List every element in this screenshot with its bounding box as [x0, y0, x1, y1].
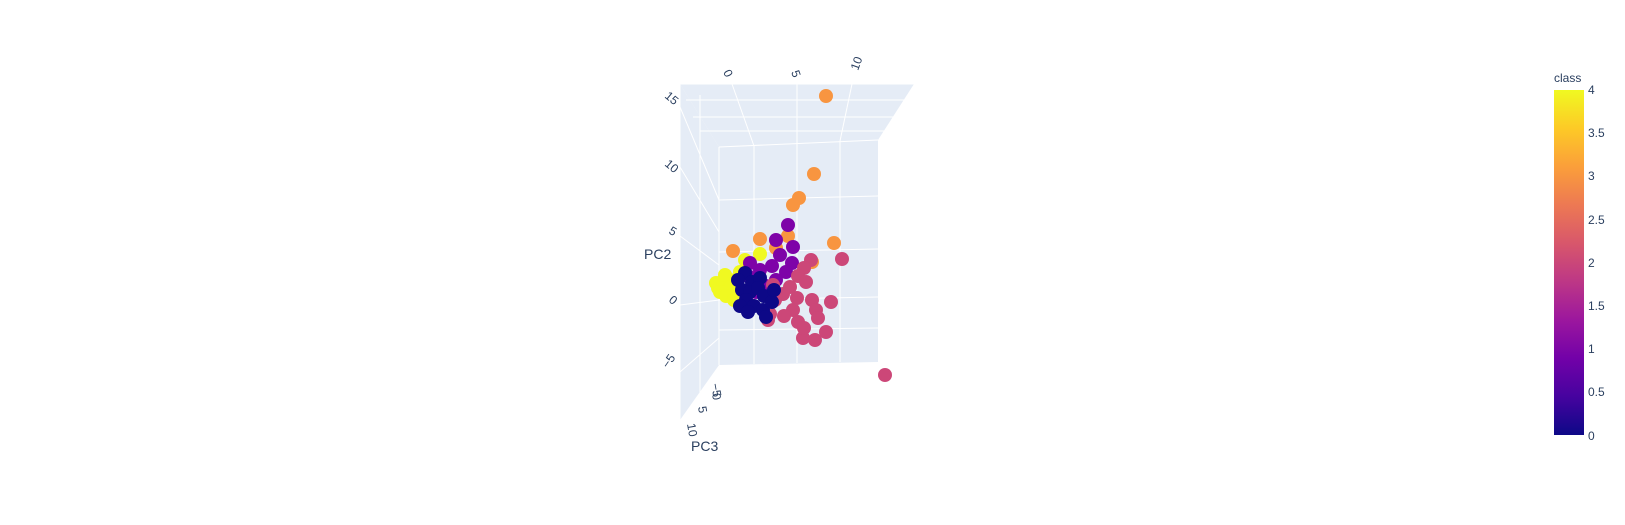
y-tick-10: 10: [662, 157, 681, 177]
marker-class-2: [819, 325, 833, 339]
marker-class-3: [786, 198, 800, 212]
marker-class-2: [790, 291, 804, 305]
marker-class-0: [741, 305, 755, 319]
marker-class-3: [781, 229, 795, 243]
x-tick-0: 0: [720, 67, 736, 79]
marker-class-0: [767, 283, 781, 297]
z-tick-0: 0: [709, 392, 724, 401]
marker-class-3: [726, 244, 740, 258]
y-tick-15: 15: [662, 89, 681, 109]
colorbar-title: class: [1554, 71, 1581, 85]
y-axis-title: PC2: [644, 246, 671, 262]
marker-class-2: [835, 252, 849, 266]
cb-tick-2-5: 2.5: [1588, 213, 1605, 227]
marker-class-2: [824, 295, 838, 309]
cb-tick-0-5: 0.5: [1588, 385, 1605, 399]
cb-tick-3-5: 3.5: [1588, 126, 1605, 140]
marker-class-2: [797, 321, 811, 335]
z-tick-5: 5: [695, 405, 710, 414]
marker-class-2: [777, 309, 791, 323]
marker-class-0: [759, 310, 773, 324]
marker-class-4: [718, 268, 732, 282]
cb-tick-1-5: 1.5: [1588, 299, 1605, 313]
x-tick-5: 5: [788, 68, 804, 79]
z-axis-title: PC3: [691, 438, 718, 454]
marker-class-3: [807, 167, 821, 181]
marker-class-2: [808, 333, 822, 347]
marker-class-2: [799, 275, 813, 289]
y-tick-0: 0: [666, 293, 680, 308]
x-tick-10: 10: [848, 54, 866, 72]
marker-class-1: [781, 218, 795, 232]
cb-tick-4: 4: [1588, 83, 1595, 97]
cb-tick-3: 3: [1588, 169, 1595, 183]
marker-class-1: [773, 248, 787, 262]
cb-tick-0: 0: [1588, 429, 1595, 443]
marker-class-3: [753, 232, 767, 246]
marker-class-1: [786, 240, 800, 254]
z-tick-neg5: −5: [708, 382, 724, 398]
cb-tick-2: 2: [1588, 256, 1595, 270]
marker-class-4: [753, 247, 767, 261]
marker-class-1: [779, 265, 793, 279]
marker-class-0: [765, 295, 779, 309]
colorbar-ticks: 4 3.5 3 2.5 2 1.5 1 0.5 0: [1588, 83, 1605, 443]
scatter-markers: [709, 89, 892, 382]
marker-class-2: [811, 311, 825, 325]
cb-tick-1: 1: [1588, 342, 1595, 356]
marker-class-3: [827, 236, 841, 250]
y-tick-5: 5: [667, 223, 680, 239]
x-axis-ticks: 0 5 10: [720, 54, 865, 79]
z-tick-10: 10: [684, 422, 700, 438]
marker-class-1: [765, 259, 779, 273]
marker-class-3: [819, 89, 833, 103]
y-tick-neg5: −5: [659, 351, 679, 371]
marker-class-2: [878, 368, 892, 382]
colorbar-gradient: [1554, 90, 1584, 435]
y-axis-ticks: 15 10 5 0 −5: [659, 89, 682, 371]
colorbar: class 4 3.5 3 2.5 2 1.5 1 0.5 0: [1554, 71, 1605, 443]
marker-class-1: [769, 233, 783, 247]
z-axis-ticks: −5 0 5 10: [684, 382, 724, 438]
